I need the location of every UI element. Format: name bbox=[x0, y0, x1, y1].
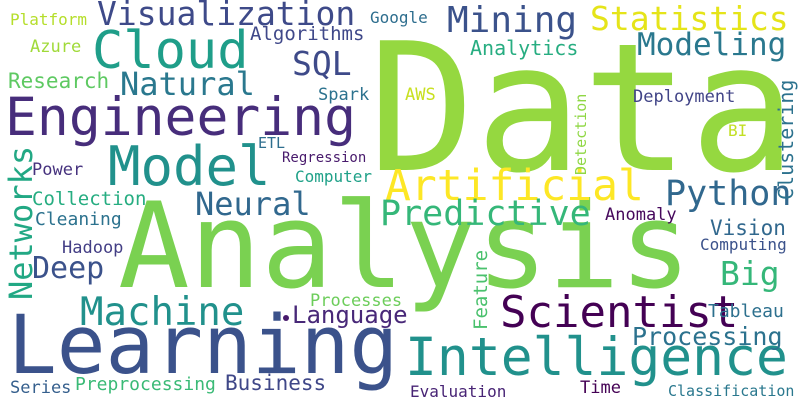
word: ETL bbox=[258, 134, 285, 152]
word: Hadoop bbox=[62, 238, 123, 258]
word: Artificial bbox=[385, 161, 644, 211]
word: Time bbox=[580, 378, 621, 398]
word: Analysis bbox=[118, 178, 691, 316]
word: Series bbox=[10, 378, 71, 398]
word: Scientist bbox=[500, 287, 738, 338]
word: Spark bbox=[318, 85, 369, 105]
word: Preprocessing bbox=[75, 374, 216, 395]
word: Deep bbox=[32, 251, 104, 286]
word: Intelligence bbox=[405, 327, 788, 388]
word: Natural bbox=[120, 65, 255, 103]
word: Anomaly bbox=[605, 205, 677, 225]
word: Classification bbox=[668, 382, 794, 400]
word: Collection bbox=[32, 188, 146, 210]
word: Processing bbox=[632, 322, 783, 351]
word: Detection bbox=[572, 94, 590, 175]
word: Analytics bbox=[470, 36, 578, 60]
word: Deployment bbox=[633, 87, 735, 107]
word: BI bbox=[728, 121, 747, 140]
word: Cloud bbox=[92, 21, 249, 81]
word: Modeling bbox=[637, 27, 786, 63]
word: Azure bbox=[30, 37, 81, 57]
dot bbox=[283, 315, 289, 321]
word: Networks bbox=[2, 146, 40, 300]
word: Visualization bbox=[97, 0, 355, 33]
word: Language bbox=[292, 301, 408, 329]
word: Neural bbox=[195, 185, 311, 223]
word: Vision bbox=[710, 216, 786, 240]
word: Business bbox=[225, 371, 326, 395]
word: Engineering bbox=[5, 87, 356, 148]
word: Statistics bbox=[590, 0, 789, 38]
word: Feature bbox=[470, 250, 492, 330]
word: Research bbox=[8, 69, 109, 93]
word: SQL bbox=[292, 44, 352, 83]
word: Processes bbox=[310, 291, 402, 311]
word: Python bbox=[665, 174, 791, 214]
word: Predictive bbox=[380, 194, 591, 234]
word: Machine bbox=[80, 290, 244, 335]
word: Evaluation bbox=[410, 382, 506, 400]
word: AWS bbox=[405, 85, 436, 105]
word: Model bbox=[108, 135, 271, 198]
word: Big bbox=[720, 254, 780, 293]
word: Learning bbox=[8, 299, 398, 393]
word: Tableau bbox=[708, 301, 784, 322]
word: Computing bbox=[700, 235, 787, 254]
word: Computer bbox=[295, 167, 372, 186]
word: Mining bbox=[447, 0, 577, 41]
word: Cleaning bbox=[35, 209, 122, 230]
word: Power bbox=[32, 160, 83, 180]
word: Platform bbox=[10, 10, 87, 29]
word: Google bbox=[370, 8, 428, 27]
word: Regression bbox=[282, 150, 366, 166]
word: Algorithms bbox=[250, 23, 364, 45]
word: Data bbox=[368, 5, 797, 212]
word: Clustering bbox=[774, 80, 798, 200]
